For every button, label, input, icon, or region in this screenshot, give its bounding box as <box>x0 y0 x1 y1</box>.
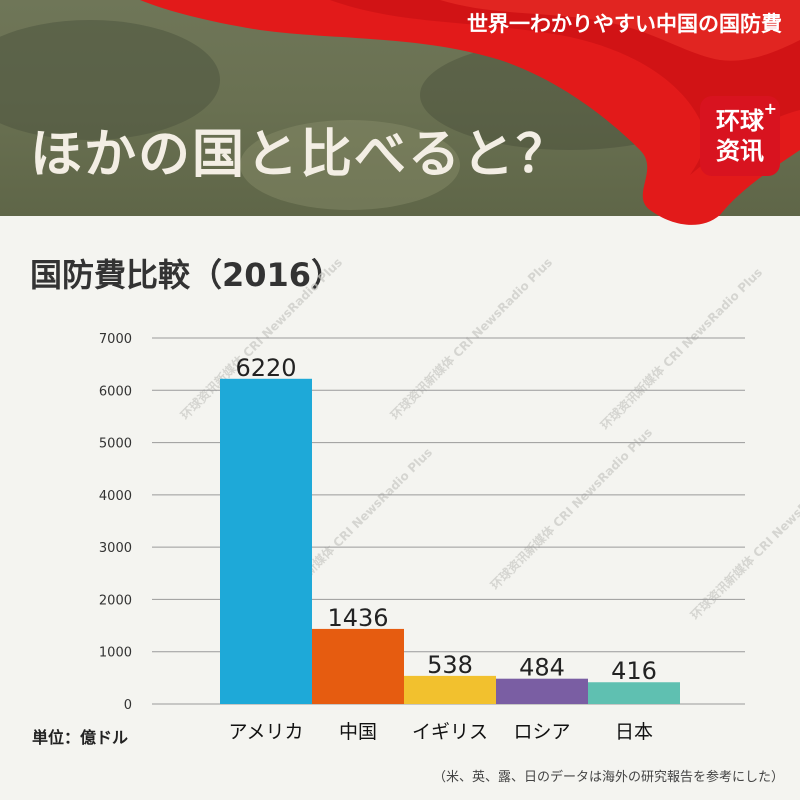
y-tick-label: 1000 <box>99 646 132 661</box>
y-tick-label: 3000 <box>99 541 132 556</box>
series-title: 世界一わかりやすい中国の国防費 <box>467 12 782 36</box>
logo-plus-mark: + <box>763 99 777 118</box>
y-axis-ticks: 0 1000 2000 3000 4000 5000 6000 7000 <box>99 332 132 713</box>
category-label: ロシア <box>513 721 570 743</box>
unit-label: 単位：億ドル <box>32 728 129 747</box>
camo-blob <box>240 120 460 210</box>
y-tick-label: 0 <box>124 698 132 713</box>
y-tick-label: 6000 <box>99 384 132 399</box>
y-tick-label: 5000 <box>99 437 132 452</box>
data-label: 1436 <box>327 604 388 632</box>
bars <box>220 378 680 704</box>
logo-text-top: 环球 <box>716 107 764 135</box>
logo-text-bottom: 资讯 <box>716 137 764 165</box>
bar <box>404 675 496 704</box>
data-label: 416 <box>611 657 657 685</box>
data-label: 6220 <box>235 354 296 382</box>
x-axis-labels: アメリカ 中国 イギリス ロシア 日本 <box>228 721 653 743</box>
data-label: 484 <box>519 654 565 682</box>
bar <box>496 678 588 704</box>
bar <box>312 628 404 704</box>
category-label: 日本 <box>615 721 653 743</box>
source-note: （米、英、露、日のデータは海外の研究報告を参考にした） <box>432 770 784 785</box>
category-label: イギリス <box>412 721 488 743</box>
chart-title: 国防費比較（2016） <box>30 256 344 294</box>
value-labels: 6220 1436 538 484 416 <box>235 354 656 685</box>
bar <box>220 378 312 704</box>
category-label: 中国 <box>339 721 377 743</box>
camo-blob <box>0 20 220 140</box>
y-tick-label: 2000 <box>99 593 132 608</box>
data-label: 538 <box>427 651 473 679</box>
bar-chart: 0 1000 2000 3000 4000 5000 6000 7000 6220 1436 53… <box>99 332 745 743</box>
y-tick-label: 4000 <box>99 489 132 504</box>
category-label: アメリカ <box>228 721 303 743</box>
page-title: ほかの国と比べると？ <box>30 125 571 185</box>
bar <box>588 682 680 704</box>
y-tick-label: 7000 <box>99 332 132 347</box>
cri-logo: + 环球 资讯 <box>700 96 780 176</box>
red-flag-graphic <box>140 0 800 225</box>
